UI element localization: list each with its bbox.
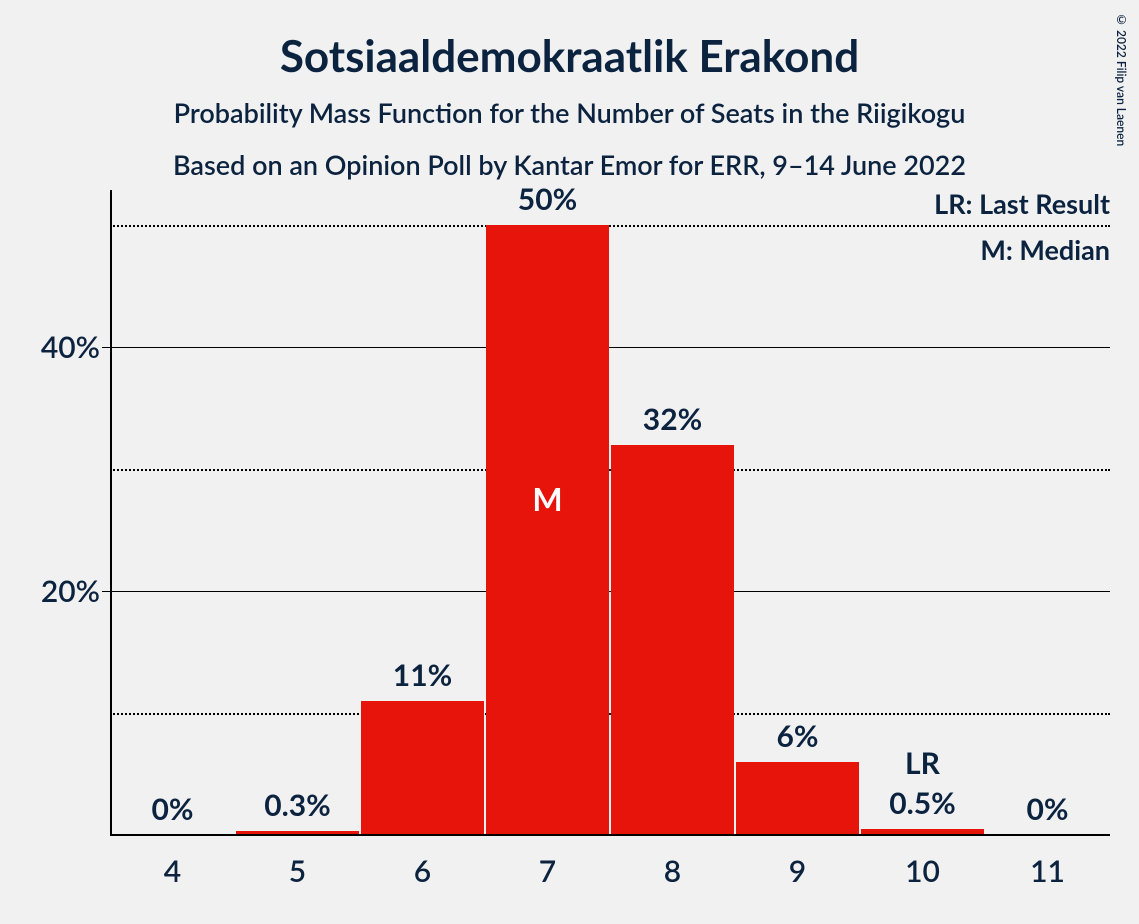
gridline-major [110,347,1110,348]
y-axis [110,190,112,835]
gridline-minor [110,225,1110,227]
chart-subtitle-1: Probability Mass Function for the Number… [0,96,1139,129]
gridline-major [110,591,1110,592]
y-tick-label: 40% [41,329,110,365]
x-tick-label: 8 [611,853,734,889]
x-axis [110,834,1110,836]
bar-value-label: 32% [611,401,734,437]
gridline-minor [110,713,1110,715]
bar [486,225,609,835]
bar-value-label: 11% [361,657,484,693]
bar [361,701,484,835]
x-tick-label: 11 [986,853,1109,889]
gridline-minor [110,469,1110,471]
median-annotation: M [486,479,609,518]
x-tick-label: 4 [111,853,234,889]
legend-last-result: LR: Last Result [934,187,1110,220]
y-tick-mark [102,347,110,348]
x-tick-label: 9 [736,853,859,889]
y-tick-mark [102,591,110,592]
chart-title: Sotsiaaldemokraatlik Erakond [0,30,1139,82]
bar-value-label: 0% [111,791,234,827]
bar-value-label: 50% [486,181,609,217]
x-tick-label: 7 [486,853,609,889]
bar-value-label: 0.5% [861,785,984,821]
bar-value-label: 6% [736,718,859,754]
legend-median: M: Median [980,233,1110,266]
chart-container: Sotsiaaldemokraatlik Erakond Probability… [0,0,1139,924]
plot-area: 20%40%0%40.3%511%650%M732%86%90.5%LR100%… [110,225,1110,835]
chart-subtitle-2: Based on an Opinion Poll by Kantar Emor … [0,148,1139,181]
bar-value-label: 0.3% [236,787,359,823]
bar [736,762,859,835]
x-tick-label: 6 [361,853,484,889]
x-tick-label: 5 [236,853,359,889]
last-result-annotation: LR [861,745,984,781]
bar-value-label: 0% [986,791,1109,827]
y-tick-label: 20% [41,573,110,609]
x-tick-label: 10 [861,853,984,889]
bar [611,445,734,835]
copyright-text: © 2022 Filip van Laenen [1114,12,1129,146]
